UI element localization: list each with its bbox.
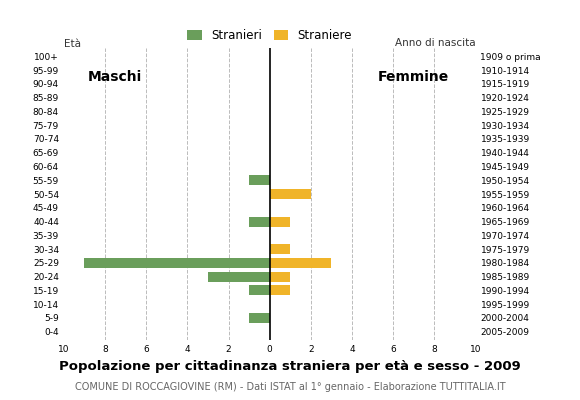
Bar: [270, 216, 290, 226]
Bar: [270, 286, 290, 295]
Bar: [84, 258, 270, 268]
Bar: [270, 244, 290, 254]
Text: Età: Età: [64, 39, 81, 49]
Bar: [208, 272, 270, 282]
Text: Popolazione per cittadinanza straniera per età e sesso - 2009: Popolazione per cittadinanza straniera p…: [59, 360, 521, 373]
Legend: Stranieri, Straniere: Stranieri, Straniere: [183, 25, 357, 47]
Bar: [249, 286, 270, 295]
Bar: [270, 272, 290, 282]
Bar: [270, 258, 331, 268]
Bar: [270, 189, 311, 199]
Bar: [249, 216, 270, 226]
Text: COMUNE DI ROCCAGIOVINE (RM) - Dati ISTAT al 1° gennaio - Elaborazione TUTTITALIA: COMUNE DI ROCCAGIOVINE (RM) - Dati ISTAT…: [75, 382, 505, 392]
Text: Maschi: Maschi: [88, 70, 143, 84]
Text: Anno di nascita: Anno di nascita: [395, 38, 476, 48]
Bar: [249, 175, 270, 185]
Bar: [249, 313, 270, 323]
Text: Femmine: Femmine: [378, 70, 450, 84]
